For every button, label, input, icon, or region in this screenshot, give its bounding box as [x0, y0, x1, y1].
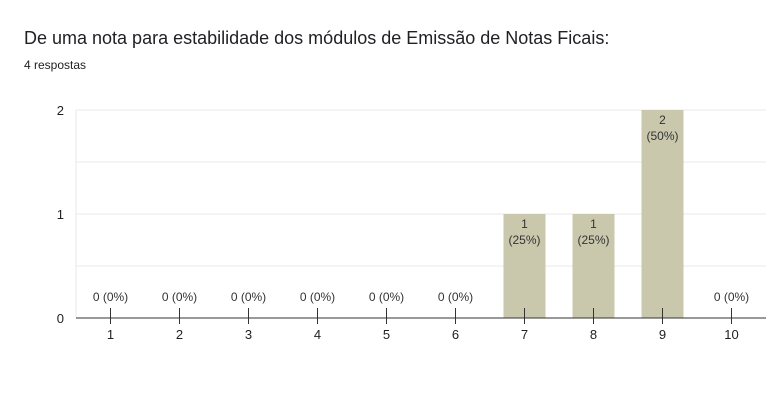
x-tick-label: 9 [659, 327, 666, 342]
bar-value-label: 0 (0%) [369, 290, 404, 304]
bar-percent-label: (25%) [577, 233, 609, 247]
x-tick-label: 5 [383, 327, 390, 342]
x-tick-label: 10 [724, 327, 738, 342]
x-tick-label: 3 [245, 327, 252, 342]
x-tick-label: 2 [176, 327, 183, 342]
bar-value-label: 2 [659, 113, 666, 127]
x-tick-label: 6 [452, 327, 459, 342]
y-tick-label: 2 [57, 103, 64, 118]
response-count: 4 respostas [24, 58, 87, 72]
bar-percent-label: (50%) [646, 129, 678, 143]
bar-value-label: 0 (0%) [300, 290, 335, 304]
x-tick-label: 8 [590, 327, 597, 342]
bar-value-label: 1 [590, 217, 597, 231]
bar [503, 214, 546, 318]
bar-value-label: 0 (0%) [231, 290, 266, 304]
x-tick-label: 7 [521, 327, 528, 342]
bar-value-label: 0 (0%) [162, 290, 197, 304]
bar-value-label: 0 (0%) [93, 290, 128, 304]
bar [572, 214, 615, 318]
y-tick-label: 1 [57, 207, 64, 222]
y-tick-label: 0 [57, 311, 64, 326]
bar [641, 110, 684, 318]
bar-value-label: 1 [521, 217, 528, 231]
x-tick-label: 1 [107, 327, 114, 342]
bar-value-label: 0 (0%) [438, 290, 473, 304]
bar-percent-label: (25%) [508, 233, 540, 247]
bar-value-label: 0 (0%) [714, 290, 749, 304]
chart-title: De uma nota para estabilidade dos módulo… [24, 28, 610, 48]
x-tick-label: 4 [314, 327, 321, 342]
